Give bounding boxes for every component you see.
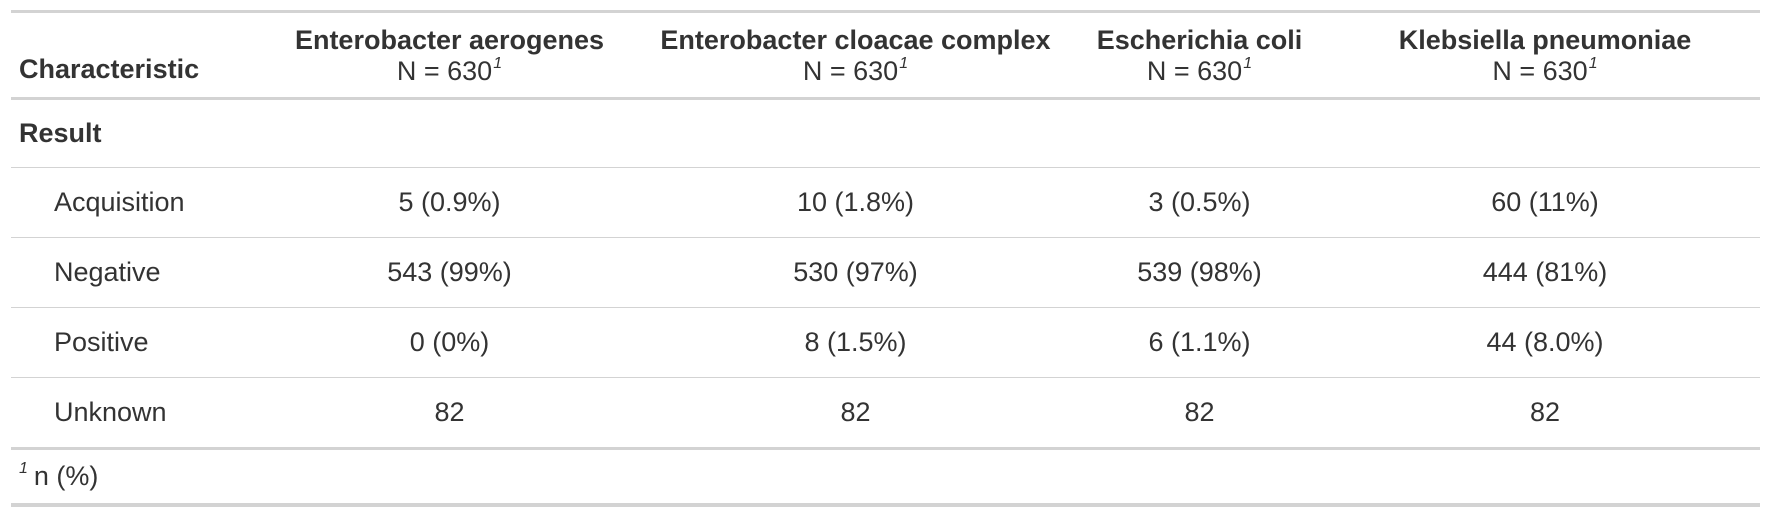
table-row: Acquisition 5 (0.9%) 10 (1.8%) 3 (0.5%) …	[11, 167, 1760, 238]
column-header-klebsiella-pneumoniae: Klebsiella pneumoniae N = 6301	[1330, 11, 1760, 100]
summary-table-container: Characteristic Enterobacter aerogenes N …	[11, 10, 1760, 507]
footnote: 1 n (%)	[11, 448, 1760, 507]
row-label: Negative	[11, 237, 257, 308]
characteristic-header: Characteristic	[11, 11, 257, 100]
table-cell: 60 (11%)	[1330, 167, 1760, 238]
table-cell: 44 (8.0%)	[1330, 307, 1760, 378]
table-cell: 82	[642, 377, 1069, 450]
table-header-row: Characteristic Enterobacter aerogenes N …	[11, 11, 1760, 100]
footnote-mark: 1	[1588, 55, 1598, 72]
column-name: Enterobacter aerogenes	[294, 25, 605, 55]
column-name: Escherichia coli	[1096, 25, 1303, 55]
table-cell: 3 (0.5%)	[1069, 167, 1330, 238]
table-cell: 8 (1.5%)	[642, 307, 1069, 378]
table-row: Positive 0 (0%) 8 (1.5%) 6 (1.1%) 44 (8.…	[11, 307, 1760, 378]
table-cell: 10 (1.8%)	[642, 167, 1069, 238]
table-cell: 82	[257, 377, 642, 450]
column-n: N = 630	[1492, 56, 1588, 86]
group-row-result: Result	[11, 98, 1760, 168]
column-name: Enterobacter cloacae complex	[660, 25, 1051, 55]
footnote-mark: 1	[493, 55, 503, 72]
column-n: N = 630	[802, 56, 899, 86]
footnote-mark: 1	[899, 55, 909, 72]
table-cell: 5 (0.9%)	[257, 167, 642, 238]
table-cell: 6 (1.1%)	[1069, 307, 1330, 378]
footnote-text: n (%)	[33, 461, 99, 491]
table-cell: 82	[1069, 377, 1330, 450]
row-label: Unknown	[11, 377, 257, 450]
column-header-enterobacter-aerogenes: Enterobacter aerogenes N = 6301	[257, 11, 642, 100]
column-n: N = 630	[1146, 56, 1243, 86]
column-header-escherichia-coli: Escherichia coli N = 6301	[1069, 11, 1330, 100]
column-name: Klebsiella pneumoniae	[1398, 25, 1692, 55]
row-label: Positive	[11, 307, 257, 378]
group-label: Result	[11, 98, 1760, 168]
table-row: Unknown 82 82 82 82	[11, 377, 1760, 450]
summary-table: Characteristic Enterobacter aerogenes N …	[11, 10, 1760, 507]
footnote-row: 1 n (%)	[11, 448, 1760, 507]
footnote-mark: 1	[1243, 55, 1253, 72]
footnote-mark: 1	[19, 460, 28, 477]
column-n: N = 630	[396, 56, 493, 86]
table-cell: 539 (98%)	[1069, 237, 1330, 308]
table-cell: 530 (97%)	[642, 237, 1069, 308]
table-cell: 543 (99%)	[257, 237, 642, 308]
table-cell: 0 (0%)	[257, 307, 642, 378]
row-label: Acquisition	[11, 167, 257, 238]
table-cell: 82	[1330, 377, 1760, 450]
column-header-enterobacter-cloacae-complex: Enterobacter cloacae complex N = 6301	[642, 11, 1069, 100]
table-cell: 444 (81%)	[1330, 237, 1760, 308]
table-row: Negative 543 (99%) 530 (97%) 539 (98%) 4…	[11, 237, 1760, 308]
